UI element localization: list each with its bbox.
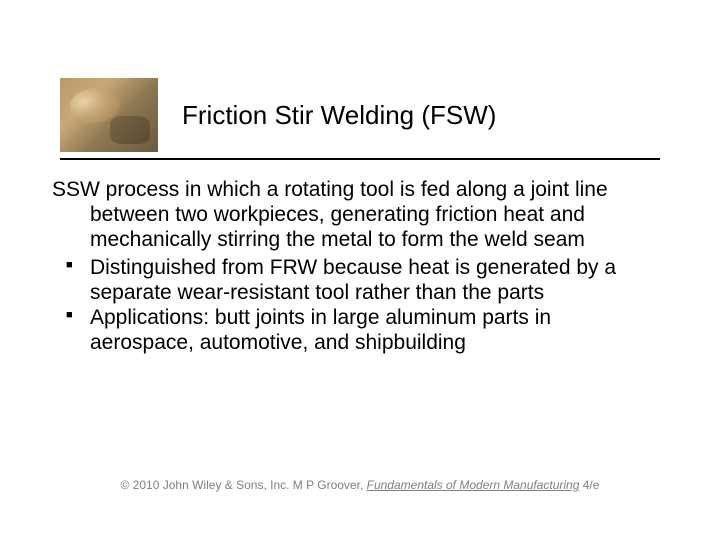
lead-text: SSW process in which a rotating tool is … (52, 178, 660, 252)
footer-suffix: 4/e (579, 478, 599, 492)
list-item: Applications: butt joints in large alumi… (90, 306, 660, 356)
footer-prefix: © 2010 John Wiley & Sons, Inc. M P Groov… (121, 478, 367, 492)
footer: © 2010 John Wiley & Sons, Inc. M P Groov… (0, 478, 720, 492)
thumbnail-image (60, 78, 158, 152)
bullet-list: Distinguished from FRW because heat is g… (52, 256, 660, 355)
footer-book-title: Fundamentals of Modern Manufacturing (367, 478, 580, 492)
lead-paragraph: SSW process in which a rotating tool is … (52, 178, 660, 252)
body: SSW process in which a rotating tool is … (52, 178, 660, 355)
title-rule (60, 158, 660, 160)
slide: Friction Stir Welding (FSW) SSW process … (0, 0, 720, 540)
list-item: Distinguished from FRW because heat is g… (90, 256, 660, 306)
header: Friction Stir Welding (FSW) (60, 78, 660, 160)
header-row: Friction Stir Welding (FSW) (60, 78, 660, 152)
slide-title: Friction Stir Welding (FSW) (182, 100, 496, 131)
